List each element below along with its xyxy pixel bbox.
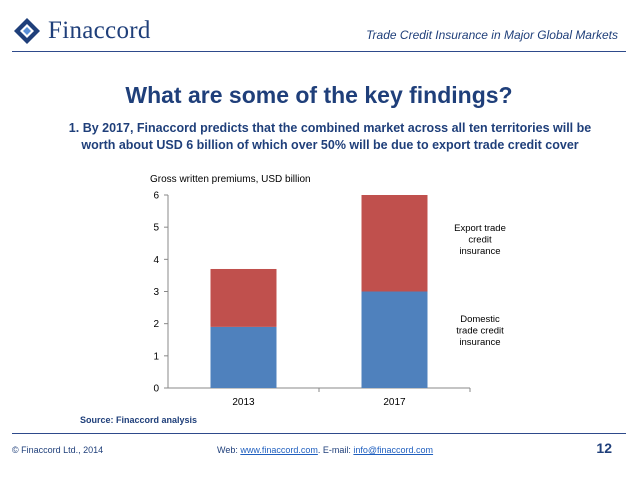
logo-mark-icon [14, 18, 40, 44]
x-tick-label: 2017 [383, 397, 406, 408]
y-tick-label: 0 [153, 384, 159, 395]
bar-segment-2013-domestic [210, 326, 277, 388]
header-divider [12, 51, 626, 52]
y-tick-label: 5 [153, 223, 159, 234]
source-note: Source: Finaccord analysis [80, 415, 198, 425]
x-tick-label: 2013 [232, 397, 255, 408]
y-tick-label: 4 [153, 255, 159, 266]
web-label: Web: [217, 445, 241, 455]
y-tick-label: 6 [153, 191, 159, 202]
contact-info: Web: www.finaccord.com. E-mail: info@fin… [217, 445, 433, 455]
website-link[interactable]: www.finaccord.com [240, 445, 318, 455]
finaccord-logo: Finaccord [12, 14, 151, 48]
y-tick-label: 1 [153, 351, 159, 362]
logo-text: Finaccord [48, 17, 151, 44]
bar-segment-2017-export [361, 195, 428, 292]
email-link[interactable]: info@finaccord.com [353, 445, 434, 455]
slide-title: What are some of the key findings? [125, 82, 513, 108]
y-tick-label: 2 [153, 319, 159, 330]
bar-segment-2017-domestic [361, 291, 428, 388]
y-tick-label: 3 [153, 287, 159, 298]
key-finding-text: 1. By 2017, Finaccord predicts that the … [68, 121, 592, 152]
legend-label-domestic: Domestic trade credit insurance [456, 314, 504, 348]
copyright-text: © Finaccord Ltd., 2014 [12, 445, 104, 455]
header-title: Trade Credit Insurance in Major Global M… [366, 28, 618, 42]
bar-segment-2013-export [210, 268, 277, 327]
legend-label-export: Export trade credit insurance [454, 223, 506, 257]
chart-title: Gross written premiums, USD billion [150, 174, 311, 185]
footer-divider [12, 433, 626, 434]
email-label: . E-mail: [317, 445, 354, 455]
page-number: 12 [596, 440, 612, 456]
